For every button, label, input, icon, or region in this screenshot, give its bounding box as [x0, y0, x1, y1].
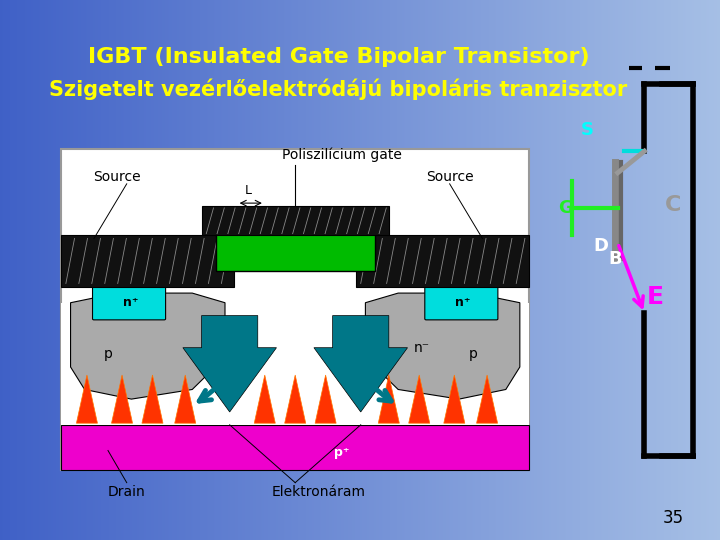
Text: Szigetelt vezérlőelektródájú bipoláris tranzisztor: Szigetelt vezérlőelektródájú bipoláris t…: [49, 78, 628, 100]
Text: S: S: [580, 120, 593, 139]
Text: n⁻: n⁻: [413, 341, 430, 355]
Text: IGBT (Insulated Gate Bipolar Transistor): IGBT (Insulated Gate Bipolar Transistor): [88, 46, 589, 67]
Bar: [216, 229, 375, 271]
Polygon shape: [444, 375, 465, 423]
Text: n⁺: n⁺: [455, 296, 470, 309]
Bar: [356, 235, 529, 287]
Polygon shape: [378, 375, 400, 423]
Polygon shape: [315, 375, 336, 423]
Text: L: L: [245, 184, 252, 197]
Polygon shape: [112, 375, 132, 423]
Polygon shape: [71, 293, 225, 399]
Bar: [61, 235, 235, 287]
Text: Source: Source: [94, 171, 141, 185]
Text: E: E: [647, 285, 664, 309]
Text: Source: Source: [426, 171, 474, 185]
Polygon shape: [142, 375, 163, 423]
Polygon shape: [477, 375, 498, 423]
Text: p⁺: p⁺: [334, 446, 350, 458]
Text: p: p: [469, 347, 477, 361]
FancyBboxPatch shape: [425, 286, 498, 320]
Text: B: B: [609, 250, 622, 268]
Polygon shape: [366, 293, 520, 399]
Bar: [61, 148, 529, 470]
Polygon shape: [183, 315, 276, 412]
Polygon shape: [409, 375, 430, 423]
Polygon shape: [284, 375, 306, 423]
Text: Elektronáram: Elektronáram: [271, 485, 366, 500]
Bar: [202, 206, 389, 235]
Text: D: D: [594, 237, 608, 255]
Text: G: G: [558, 199, 572, 217]
Text: Poliszilícium gate: Poliszilícium gate: [282, 147, 402, 162]
Text: C: C: [665, 195, 681, 215]
Polygon shape: [314, 315, 408, 412]
Bar: [61, 303, 529, 425]
Text: 35: 35: [662, 509, 684, 528]
Text: p: p: [104, 347, 112, 361]
FancyBboxPatch shape: [92, 286, 166, 320]
Text: n⁺: n⁺: [122, 296, 138, 309]
Polygon shape: [76, 375, 97, 423]
Polygon shape: [175, 375, 196, 423]
Bar: [61, 425, 529, 470]
Text: Drain: Drain: [108, 485, 145, 500]
Polygon shape: [254, 375, 275, 423]
